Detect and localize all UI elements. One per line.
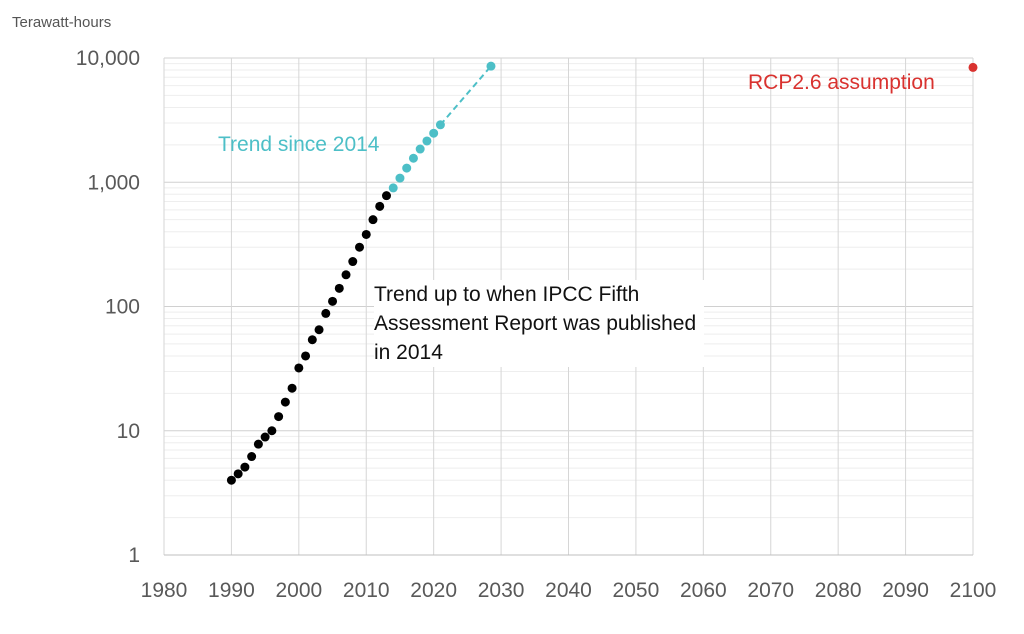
data-point <box>341 270 351 280</box>
annotation-black-trend: Trend up to when IPCC Fifth Assessment R… <box>374 280 704 367</box>
annotation-rcp-assumption: RCP2.6 assumption <box>748 71 935 94</box>
annotation-teal-trend: Trend since 2014 <box>218 133 380 156</box>
x-tick-label: 2090 <box>882 579 929 602</box>
y-tick-label: 1 <box>128 544 140 567</box>
x-tick-label: 2000 <box>275 579 322 602</box>
data-point <box>280 397 290 407</box>
data-point <box>321 308 331 318</box>
y-axis-label: Terawatt-hours <box>12 14 112 31</box>
x-tick-label: 2010 <box>343 579 390 602</box>
data-point <box>334 283 344 293</box>
x-tick-label: 2060 <box>680 579 727 602</box>
y-tick-label: 100 <box>105 296 140 319</box>
data-point <box>355 242 365 252</box>
data-point <box>301 351 311 361</box>
x-tick-label: 1990 <box>208 579 255 602</box>
data-point <box>968 62 978 72</box>
data-point <box>429 128 439 138</box>
x-tick-label: 2030 <box>478 579 525 602</box>
data-point <box>408 153 418 163</box>
data-point <box>253 439 263 449</box>
data-point <box>233 469 243 479</box>
data-point <box>314 325 324 335</box>
data-point <box>247 452 257 462</box>
data-point <box>294 363 304 373</box>
data-point <box>368 215 378 225</box>
data-point <box>267 426 277 436</box>
data-point <box>422 136 432 146</box>
y-tick-label: 1,000 <box>87 171 140 194</box>
x-tick-label: 2020 <box>410 579 457 602</box>
data-point <box>307 335 317 345</box>
y-tick-label: 10,000 <box>76 47 140 70</box>
data-point <box>402 163 412 173</box>
x-tick-label: 2070 <box>747 579 794 602</box>
data-point <box>274 412 284 422</box>
y-tick-label: 10 <box>117 420 140 443</box>
x-tick-label: 2080 <box>815 579 862 602</box>
x-tick-label: 2040 <box>545 579 592 602</box>
data-point <box>328 296 338 306</box>
data-point <box>486 61 496 71</box>
data-point <box>381 191 391 201</box>
data-point <box>361 229 371 239</box>
data-point <box>375 201 385 211</box>
data-point <box>240 462 250 472</box>
trend-dashed-line <box>439 65 492 126</box>
x-tick-label: 1980 <box>141 579 188 602</box>
data-point <box>348 257 358 267</box>
x-tick-label: 2050 <box>613 579 660 602</box>
x-tick-label: 2100 <box>950 579 997 602</box>
data-point <box>260 432 270 442</box>
data-point <box>395 173 405 183</box>
data-point <box>226 475 236 485</box>
data-point <box>287 383 297 393</box>
data-point <box>415 144 425 154</box>
data-point <box>388 183 398 193</box>
